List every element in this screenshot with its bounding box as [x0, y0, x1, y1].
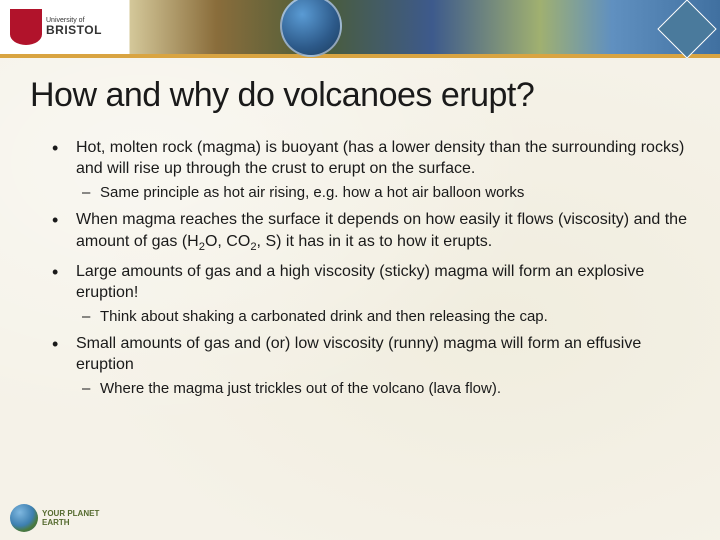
footer-logo: YOUR PLANET EARTH — [10, 504, 99, 532]
sub-bullet-list: Think about shaking a carbonated drink a… — [76, 307, 690, 327]
sub-bullet-list: Where the magma just trickles out of the… — [76, 379, 690, 399]
bullet-list: Hot, molten rock (magma) is buoyant (has… — [30, 137, 690, 399]
sub-bullet-item: Where the magma just trickles out of the… — [78, 379, 690, 399]
sub-bullet-item: Same principle as hot air rising, e.g. h… — [78, 183, 690, 203]
sub-bullet-item: Think about shaking a carbonated drink a… — [78, 307, 690, 327]
slide-title: How and why do volcanoes erupt? — [30, 76, 690, 115]
logo-big-text: BRISTOL — [46, 24, 102, 37]
header-banner: University of BRISTOL — [0, 0, 720, 58]
footer-line1: YOUR PLANET — [42, 509, 99, 518]
slide-content: How and why do volcanoes erupt? Hot, mol… — [0, 58, 720, 415]
footer-globe-icon — [10, 504, 38, 532]
footer-text: YOUR PLANET EARTH — [42, 509, 99, 527]
university-logo: University of BRISTOL — [10, 6, 125, 48]
bullet-item: When magma reaches the surface it depend… — [48, 209, 690, 254]
logo-crest-icon — [10, 9, 42, 45]
bullet-item: Hot, molten rock (magma) is buoyant (has… — [48, 137, 690, 203]
globe-icon — [280, 0, 342, 57]
bullet-item: Small amounts of gas and (or) low viscos… — [48, 333, 690, 399]
bullet-item: Large amounts of gas and a high viscosit… — [48, 261, 690, 327]
logo-text: University of BRISTOL — [46, 17, 102, 38]
footer-line2: EARTH — [42, 518, 99, 527]
sub-bullet-list: Same principle as hot air rising, e.g. h… — [76, 183, 690, 203]
earth-science-logo-icon — [657, 0, 716, 59]
